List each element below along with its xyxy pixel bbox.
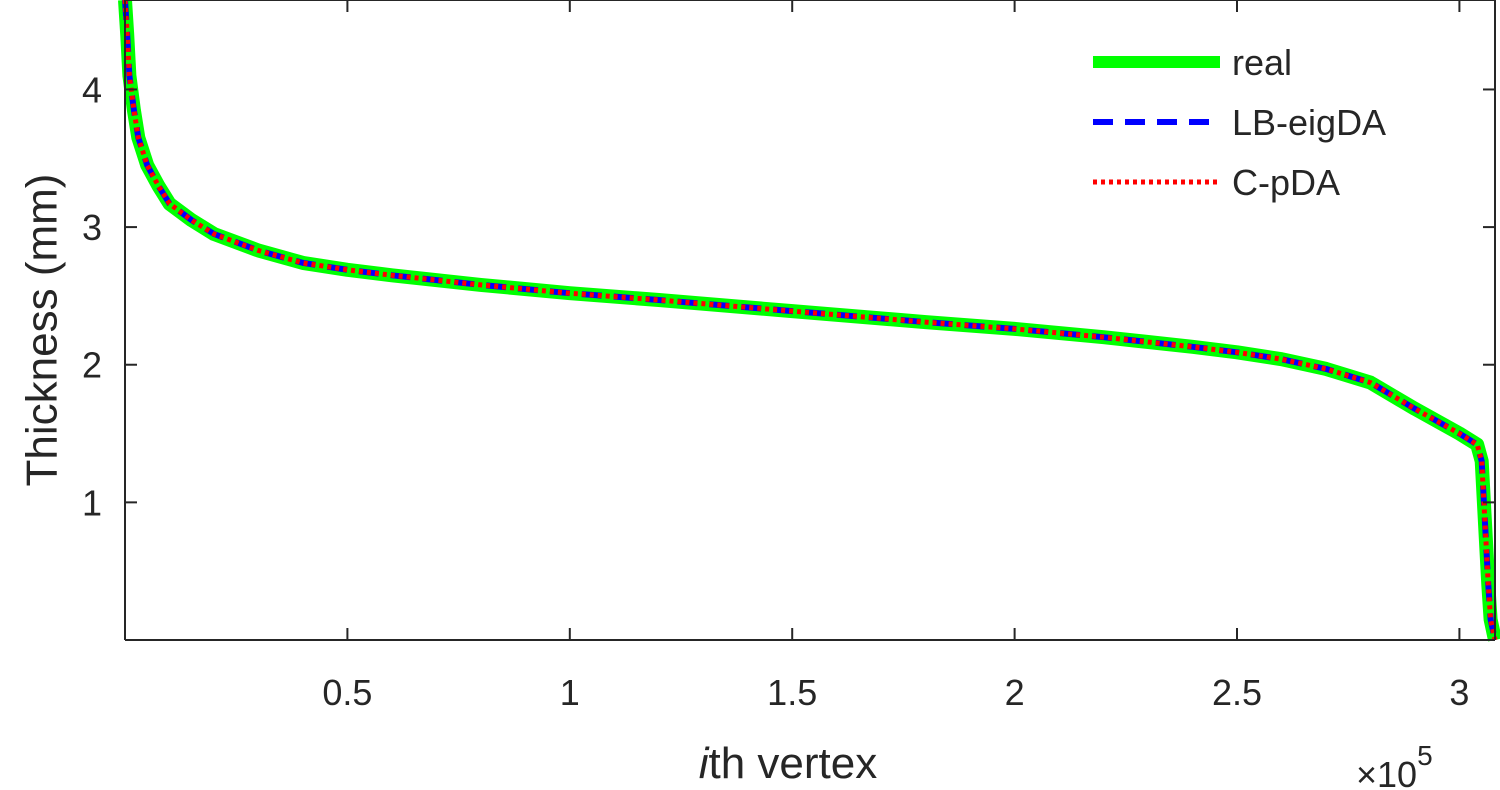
x-tick-label: 2.5 (1212, 672, 1262, 713)
y-tick-label: 4 (82, 69, 102, 110)
x-tick-label: 1.5 (767, 672, 817, 713)
x-tick-label: 2 (1005, 672, 1025, 713)
y-tick-label: 3 (82, 207, 102, 248)
x-tick-label: 3 (1449, 672, 1469, 713)
legend-label-real: real (1232, 42, 1292, 83)
legend: real LB-eigDA C-pDA (1093, 42, 1386, 203)
legend-label-lb-eigda: LB-eigDA (1232, 102, 1386, 143)
x-exponent-prefix: ×10 (1356, 754, 1417, 790)
x-axis-label-italic: i (699, 739, 710, 788)
ticks-layer: 0.5 1 1.5 2 2.5 3 1 2 3 4 (82, 0, 1495, 713)
y-axis-label: Thickness (mm) (18, 174, 67, 487)
y-tick-label: 2 (82, 345, 102, 386)
x-tick-label: 1 (560, 672, 580, 713)
x-axis-label-rest: th vertex (709, 739, 878, 788)
y-tick-label: 1 (82, 482, 102, 523)
series-layer (118, 0, 1500, 642)
x-exponent-power: 5 (1417, 740, 1433, 771)
x-tick-label: 0.5 (322, 672, 372, 713)
axes-layer (124, 0, 1496, 641)
x-exponent-label: ×105 (1356, 740, 1433, 790)
series-line-c-pda (122, 0, 1498, 641)
plot-background (125, 0, 1495, 640)
x-axis-label: ith vertex (699, 739, 878, 788)
legend-label-c-pda: C-pDA (1232, 162, 1340, 203)
